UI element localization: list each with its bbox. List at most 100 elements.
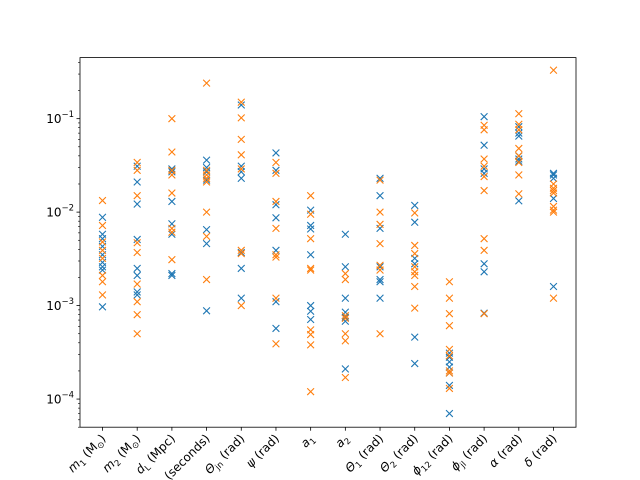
scatter-point-series-2 [445, 321, 454, 330]
scatter-point-series-1 [515, 155, 523, 163]
scatter-point-series-2 [445, 384, 454, 393]
scatter-point-series-2 [515, 158, 523, 167]
scatter-point-series-2 [98, 238, 107, 246]
scatter-point-series-1 [549, 282, 558, 291]
scatter-point-series-2 [306, 264, 315, 273]
scatter-point-series-2 [133, 329, 141, 338]
y-tick-base: 10 [46, 112, 61, 126]
scatter-point-series-2 [306, 341, 315, 349]
scatter-point-series-1 [480, 260, 488, 268]
scatter-point-series-2 [341, 314, 350, 323]
scatter-point-series-2 [341, 269, 350, 278]
scatter-point-series-2 [133, 191, 141, 200]
scatter-point-series-2 [549, 189, 558, 197]
scatter-point-series-2 [445, 294, 454, 302]
scatter-point-series-2 [376, 239, 384, 248]
scatter-point-series-2 [237, 165, 246, 173]
scatter-point-series-1 [133, 264, 141, 273]
plot-marks [98, 66, 558, 418]
scatter-point-series-2 [376, 208, 384, 216]
scatter-point-series-1 [341, 317, 350, 326]
scatter-point-series-1 [133, 271, 141, 280]
scatter-point-series-2 [202, 79, 211, 87]
scatter-point-series-2 [306, 210, 315, 218]
scatter-point-series-2 [272, 224, 280, 233]
scatter-point-series-1 [237, 168, 246, 176]
scatter-point-series-2 [480, 126, 488, 134]
scatter-point-series-2 [202, 208, 211, 216]
scatter-point-series-1 [168, 168, 176, 176]
scatter-point-series-1 [376, 275, 384, 284]
y-tick-label: 10−1 [46, 110, 74, 126]
scatter-point-series-1 [341, 365, 350, 373]
scatter-point-series-1 [515, 197, 523, 205]
scatter-point-series-1 [376, 277, 384, 286]
scatter-point-series-2 [133, 297, 141, 306]
scatter-point-series-2 [272, 158, 280, 167]
scatter-point-series-2 [515, 126, 523, 134]
scatter-point-series-2 [549, 202, 558, 211]
scatter-point-series-2 [515, 144, 523, 153]
scatter-point-series-1 [202, 239, 211, 248]
scatter-point-series-2 [376, 266, 384, 274]
scatter-point-series-2 [133, 166, 141, 175]
scatter-point-series-2 [202, 232, 211, 241]
scatter-point-series-1 [306, 301, 315, 310]
scatter-point-series-2 [341, 275, 350, 284]
scatter-point-series-1 [410, 218, 419, 226]
scatter-point-series-1 [549, 194, 558, 203]
scatter-point-series-1 [549, 171, 558, 179]
scatter-point-series-1 [237, 162, 246, 170]
scatter-point-series-1 [272, 297, 280, 306]
scatter-point-series-1 [272, 324, 280, 333]
scatter-point-series-1 [376, 191, 384, 200]
scatter-point-series-1 [237, 294, 246, 302]
y-tick-exponent: −3 [61, 297, 74, 307]
scatter-point-series-1 [168, 230, 176, 239]
scatter-point-series-1 [237, 264, 246, 273]
scatter-point-series-2 [272, 250, 280, 259]
scatter-point-series-1 [133, 288, 141, 296]
scatter-point-series-2 [376, 220, 384, 229]
scatter-point-series-1 [168, 197, 176, 206]
scatter-point-series-1 [306, 225, 315, 233]
scatter-point-series-1 [133, 200, 141, 208]
scatter-point-series-2 [272, 340, 280, 348]
scatter-point-series-1 [480, 267, 488, 276]
scatter-point-series-2 [98, 254, 107, 263]
scatter-point-series-1 [410, 260, 419, 268]
scatter-point-series-2 [341, 329, 350, 338]
scatter-point-series-2 [515, 152, 523, 160]
scatter-point-series-2 [445, 369, 454, 377]
scatter-point-series-1 [480, 169, 488, 178]
scatter-point-series-1 [202, 306, 211, 315]
scatter-point-series-2 [98, 271, 107, 280]
scatter-point-series-1 [202, 225, 211, 234]
scatter-point-series-2 [515, 171, 523, 179]
scatter-point-series-1 [133, 178, 141, 186]
scatter-point-series-2 [480, 309, 488, 318]
scatter-point-series-1 [133, 235, 141, 244]
scatter-point-series-1 [376, 174, 384, 183]
scatter-point-series-2 [168, 189, 176, 197]
scatter-point-series-2 [341, 337, 350, 345]
plot-frame [79, 57, 577, 428]
scatter-point-series-1 [410, 333, 419, 341]
y-tick-base: 10 [46, 299, 61, 313]
scatter-point-series-2 [237, 135, 246, 144]
scatter-point-series-2 [480, 172, 488, 181]
scatter-point-series-2 [410, 241, 419, 250]
scatter-point-series-2 [202, 174, 211, 183]
scatter-point-series-2 [133, 280, 141, 288]
scatter-point-series-2 [515, 190, 523, 198]
scatter-point-series-2 [133, 310, 141, 319]
y-tick-base: 10 [46, 206, 61, 220]
scatter-point-series-2 [549, 206, 558, 214]
scatter-point-series-1 [480, 141, 488, 149]
scatter-point-series-2 [168, 114, 176, 123]
scatter-point-series-1 [410, 201, 419, 210]
scatter-point-series-1 [549, 174, 558, 183]
scatter-point-series-1 [445, 409, 454, 418]
scatter-point-series-2 [480, 234, 488, 243]
scatter-point-series-2 [98, 196, 107, 205]
